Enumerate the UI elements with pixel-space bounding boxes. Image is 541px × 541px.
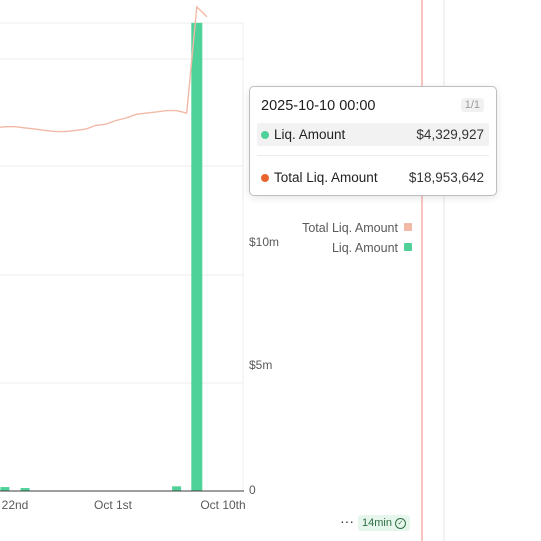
y-tick-label: $5m: [249, 358, 272, 372]
total-liq-line: [0, 5, 208, 133]
freshness-label: 14min: [362, 517, 392, 529]
y-tick-label: $10m: [249, 235, 279, 249]
tooltip-row-liq-amount: Liq. Amount $4,329,927: [257, 123, 489, 146]
tooltip-row-label: Liq. Amount: [274, 127, 346, 142]
tooltip-row-value: $4,329,927: [416, 127, 484, 142]
ellipsis-icon[interactable]: ···: [340, 513, 354, 529]
check-circle-icon: ✓: [394, 517, 406, 529]
liq-amount-bar: [172, 486, 182, 491]
tooltip-row-label: Total Liq. Amount: [274, 170, 378, 185]
tooltip-page-indicator: 1/1: [460, 98, 484, 112]
x-tick-label: 22nd: [2, 498, 29, 512]
x-axis-ticks: 22nd Oct 1st Oct 10th: [2, 498, 246, 512]
legend-label: Liq. Amount: [332, 241, 399, 255]
chart-tooltip: 2025-10-10 00:00 1/1 Liq. Amount $4,329,…: [249, 86, 497, 196]
tooltip-row-value: $18,953,642: [408, 170, 484, 185]
grid-lines: [0, 22, 244, 491]
tooltip-divider: [257, 155, 489, 156]
legend: Total Liq. Amount Liq. Amount: [302, 221, 412, 255]
legend-swatch: [404, 243, 412, 251]
y-axis-ticks: 0 $5m $10m: [249, 235, 279, 497]
liq-amount-dot-icon: [261, 130, 269, 139]
tooltip-date: 2025-10-10 00:00: [261, 98, 376, 114]
y-tick-label: 0: [249, 483, 256, 497]
total-liq-amount-line: [0, 5, 208, 133]
liq-amount-bar: [20, 488, 30, 491]
x-tick-label: Oct 1st: [94, 498, 133, 512]
tooltip-row-total-liq-amount: Total Liq. Amount $18,953,642: [257, 166, 489, 189]
liq-amount-bars: [0, 22, 203, 492]
liq-amount-bar: [0, 487, 10, 491]
x-tick-label: Oct 10th: [200, 498, 245, 512]
data-freshness-badge: 14min ✓: [358, 515, 410, 531]
total-liq-dot-icon: [261, 173, 269, 182]
legend-swatch: [404, 223, 412, 231]
liq-amount-bar: [191, 22, 203, 492]
legend-label: Total Liq. Amount: [302, 221, 398, 235]
